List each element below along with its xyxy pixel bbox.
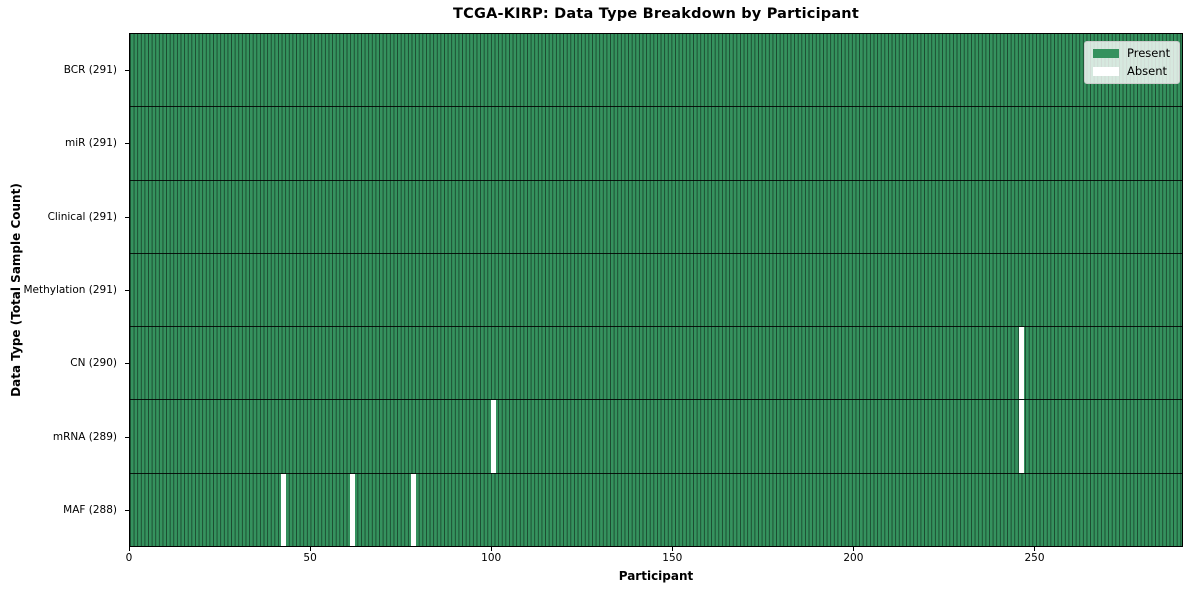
absent-cell <box>281 473 287 546</box>
legend: Present Absent <box>1084 41 1181 84</box>
y-tick-mark <box>125 70 129 71</box>
heatmap-row-cn <box>130 327 1182 401</box>
y-tick-mark <box>125 143 129 144</box>
legend-present-label: Present <box>1127 46 1171 60</box>
y-tick-mark <box>125 510 129 511</box>
y-axis-tick-labels: BCR (291) miR (291) Clinical (291) Methylat… <box>0 0 121 600</box>
heatmap-row-clinical <box>130 180 1182 254</box>
absent-cell <box>1018 400 1024 473</box>
y-tick-label: MAF (288) <box>63 504 117 517</box>
x-tick-mark <box>672 547 674 551</box>
x-tick-label: 150 <box>662 552 683 564</box>
y-tick-mark <box>125 363 129 364</box>
y-tick-mark <box>125 437 129 438</box>
legend-absent-swatch-icon <box>1093 66 1119 76</box>
plot-area <box>129 33 1183 547</box>
y-tick-label: Methylation (291) <box>23 284 117 296</box>
y-tick-mark <box>125 290 129 291</box>
heatmap-row-bcr <box>130 34 1182 108</box>
legend-item-absent: Absent <box>1093 63 1170 78</box>
x-tick-mark <box>129 547 130 551</box>
chart-title: TCGA-KIRP: Data Type Breakdown by Partic… <box>453 6 859 22</box>
x-axis-label: Participant <box>618 569 694 583</box>
legend-present-swatch-icon <box>1093 49 1119 59</box>
y-tick-label: miR (291) <box>64 137 117 150</box>
x-tick-label: 200 <box>843 552 864 564</box>
heatmap-row-mrna <box>130 400 1182 474</box>
x-tick-mark <box>853 547 855 551</box>
x-tick-label: 250 <box>1024 552 1045 564</box>
heatmap-row-mir <box>130 107 1182 181</box>
legend-item-present: Present <box>1093 46 1171 60</box>
absent-cell <box>349 473 355 546</box>
absent-cell <box>490 400 496 473</box>
heatmap-row-maf <box>130 473 1182 546</box>
y-tick-label: mRNA (289) <box>52 430 117 443</box>
y-tick-mark <box>125 217 129 218</box>
absent-cell <box>1018 327 1024 400</box>
x-tick-mark <box>1034 547 1036 551</box>
legend-absent-label: Absent <box>1127 63 1168 78</box>
x-tick-label: 50 <box>303 552 317 564</box>
y-tick-label: Clinical (291) <box>47 210 117 223</box>
x-tick-label: 100 <box>481 552 502 564</box>
heatmap-row-methylation <box>130 253 1182 328</box>
y-tick-label: CN (290) <box>70 357 117 370</box>
x-tick-mark <box>310 547 312 551</box>
y-tick-label: BCR (291) <box>63 63 117 76</box>
x-tick-label: 0 <box>125 552 133 564</box>
absent-cell <box>411 473 417 546</box>
x-tick-mark <box>491 547 493 551</box>
